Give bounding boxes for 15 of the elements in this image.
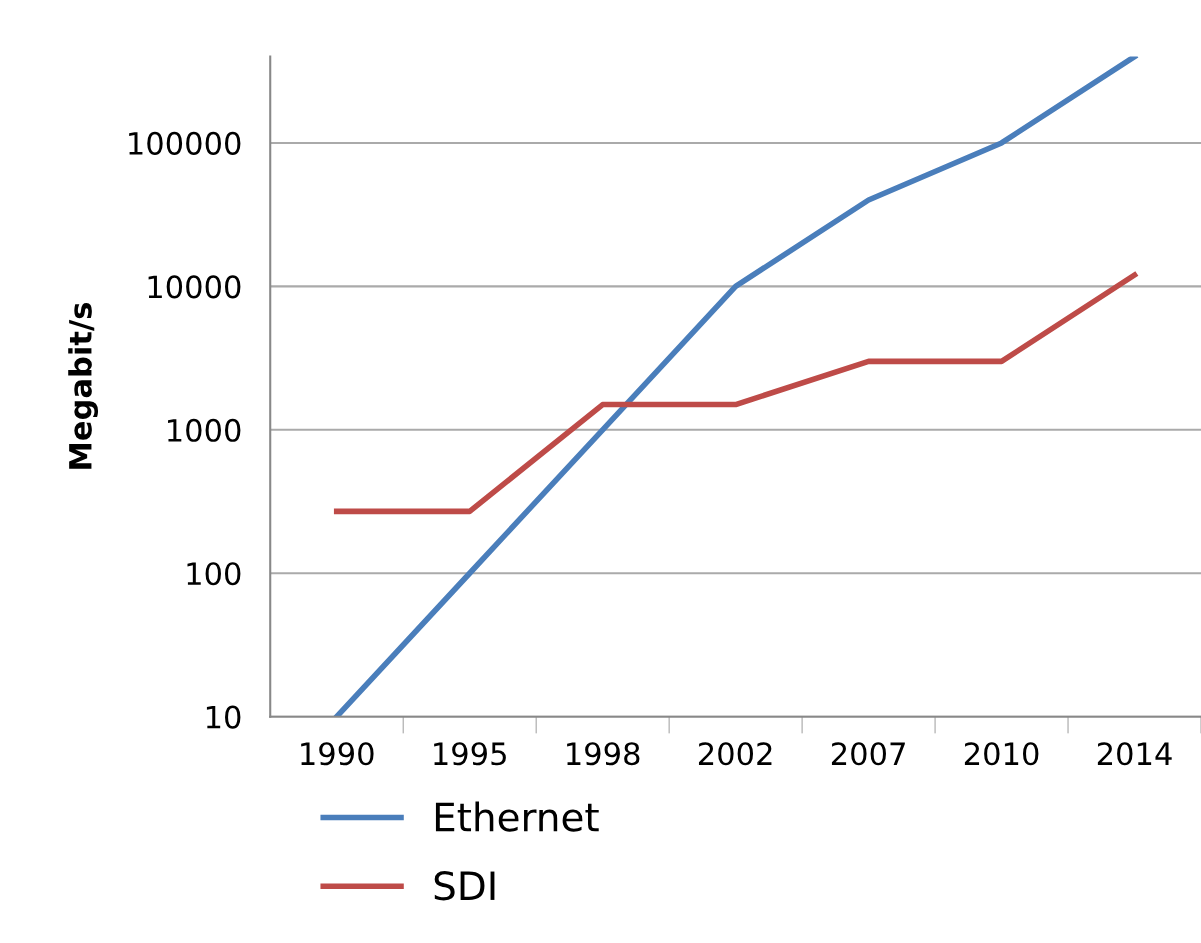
x-tick-label: 1990 [301, 742, 374, 766]
y-tick-label: 1000 [168, 418, 241, 442]
x-tick-label: 2014 [1097, 742, 1172, 766]
y-tick-label: 10000 [148, 275, 241, 299]
y-tick-label: 10 [206, 705, 241, 729]
y-axis-title: Megabit/s [68, 303, 99, 469]
x-tick-label: 2007 [831, 742, 905, 766]
legend-label: SDI [434, 871, 495, 901]
x-tick-label: 2010 [964, 742, 1039, 766]
x-tick-label: 2002 [698, 742, 772, 766]
y-tick-label: 100000 [129, 131, 241, 155]
x-tick-label: 1995 [434, 742, 506, 766]
y-tick-label: 100 [187, 562, 241, 586]
x-tick-label: 1998 [567, 742, 640, 766]
legend-label: Ethernet [435, 801, 599, 832]
